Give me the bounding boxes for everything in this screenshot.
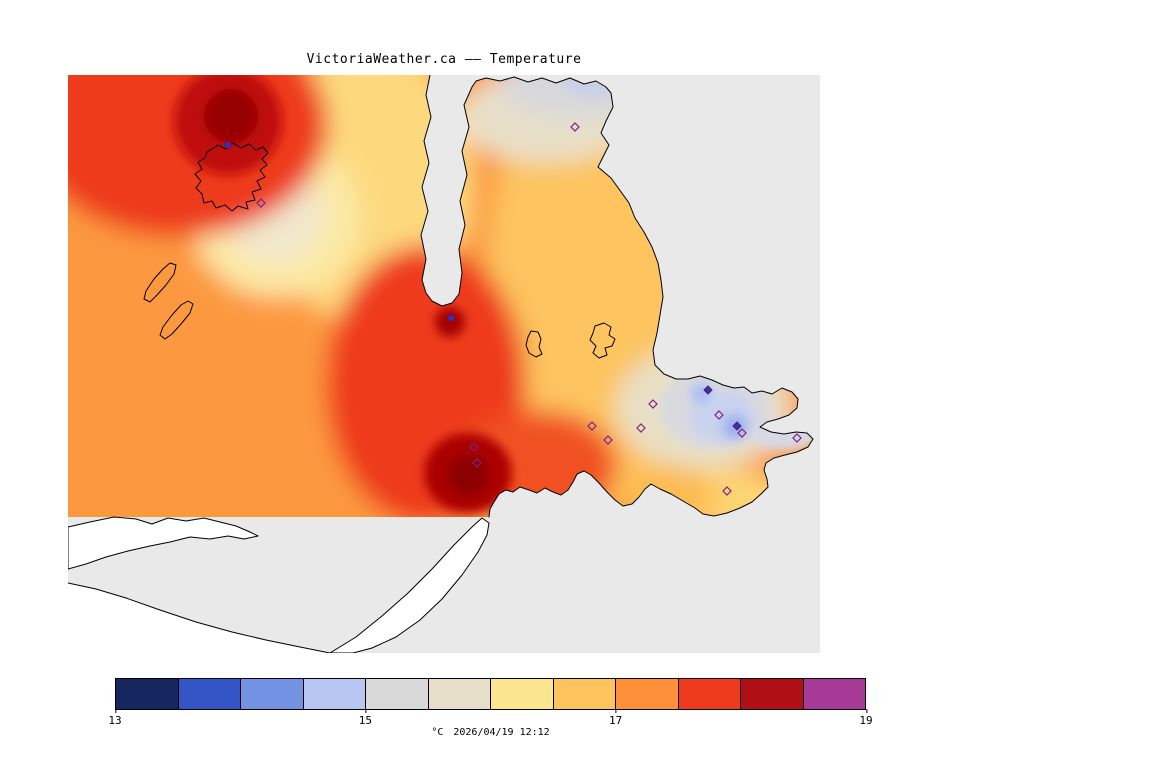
coastline-peninsula [420,75,814,518]
station-marker-10 [703,385,713,395]
colorbar-segment-0 [116,679,178,709]
colorbar-segment-11 [802,679,865,709]
temperature-map-canvas [68,75,820,653]
station-marker-7 [603,435,613,445]
page-title: VictoriaWeather.ca —— Temperature [306,52,582,67]
datetime-label: 2026/04/19 12:12 [453,727,550,738]
station-marker-11 [714,410,724,420]
colorbar-segment-4 [365,679,428,709]
coastline-southwest [68,582,331,653]
lake-outline-1 [525,330,543,358]
colorbar-segment-1 [177,679,240,709]
land-spit [68,516,259,570]
station-marker-1 [256,198,266,208]
colorbar-segment-8 [615,679,678,709]
colorbar-segment-10 [740,679,803,709]
colorbar-tick-19: 19 [859,709,873,727]
nodata-land [68,516,490,653]
colorbar-segment-3 [302,679,365,709]
colorbar: 13 15 17 19 [108,678,873,728]
colorbar-ticks: 13 15 17 19 [108,709,873,728]
coastline-island-2 [159,300,194,340]
station-marker-9 [648,399,658,409]
station-marker-6 [587,421,597,431]
colorbar-segment-5 [427,679,490,709]
land-northeast-band [329,517,490,653]
station-marker-2 [570,122,580,132]
colorbar-tick-13: 13 [108,709,122,727]
station-marker-3 [446,313,456,323]
station-marker-8 [636,423,646,433]
station-marker-0 [223,140,233,150]
colorbar-segment-2 [240,679,303,709]
coastline-island-1 [143,262,177,303]
colorbar-tick-15: 15 [358,709,372,727]
coastlines [143,75,814,518]
colorbar-segment-9 [677,679,740,709]
station-marker-14 [722,486,732,496]
coastline-sooke-basin [194,142,269,212]
colorbar-segment-7 [552,679,615,709]
station-marker-13 [737,428,747,438]
colorbar-segment-6 [490,679,553,709]
station-marker-5 [472,458,482,468]
units-label: °C [431,727,444,738]
station-marker-4 [469,442,479,452]
land-southwest-mass [68,583,330,653]
lake-outline-2 [589,322,616,359]
station-marker-15 [792,433,802,443]
station-markers [223,122,802,496]
map-svg [68,75,814,653]
colorbar-tick-17: 17 [609,709,623,727]
colorbar-caption: °C 2026/04/19 12:12 [115,727,866,738]
colorbar-segments [115,678,866,710]
station-marker-12 [732,421,742,431]
